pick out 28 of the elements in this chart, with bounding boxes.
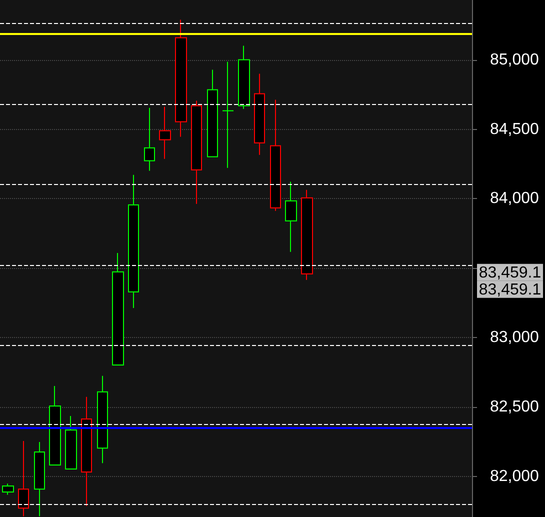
candlestick [175, 19, 187, 138]
candlestick [81, 396, 92, 507]
candlestick [207, 69, 218, 158]
candlestick [238, 45, 250, 110]
text: 83,459.1 [478, 281, 542, 298]
candlestick [144, 107, 155, 172]
y-tick-label: 84,000 [490, 190, 540, 208]
y-tick-label: 84,500 [490, 120, 540, 138]
candlestick [159, 106, 171, 160]
candlestick [285, 181, 297, 252]
candlestick [301, 189, 313, 280]
candlestick [270, 99, 281, 212]
candlestick [18, 440, 29, 517]
candlestick [65, 415, 77, 470]
candlestick [222, 61, 234, 168]
y-tick-label: 82,500 [490, 398, 540, 416]
candlestick [128, 174, 139, 308]
candlestick [254, 73, 265, 156]
candlestick [97, 375, 108, 464]
candlestick [191, 100, 202, 204]
candlestick [34, 441, 45, 517]
candlestick [2, 483, 14, 496]
y-tick-label: 85,000 [490, 51, 540, 68]
y-tick-label: 83,000 [490, 329, 540, 346]
text: 83,459.1 [478, 264, 542, 282]
candlestick [112, 252, 124, 366]
candlestick [49, 385, 61, 466]
y-tick-label: 82,000 [490, 468, 540, 486]
